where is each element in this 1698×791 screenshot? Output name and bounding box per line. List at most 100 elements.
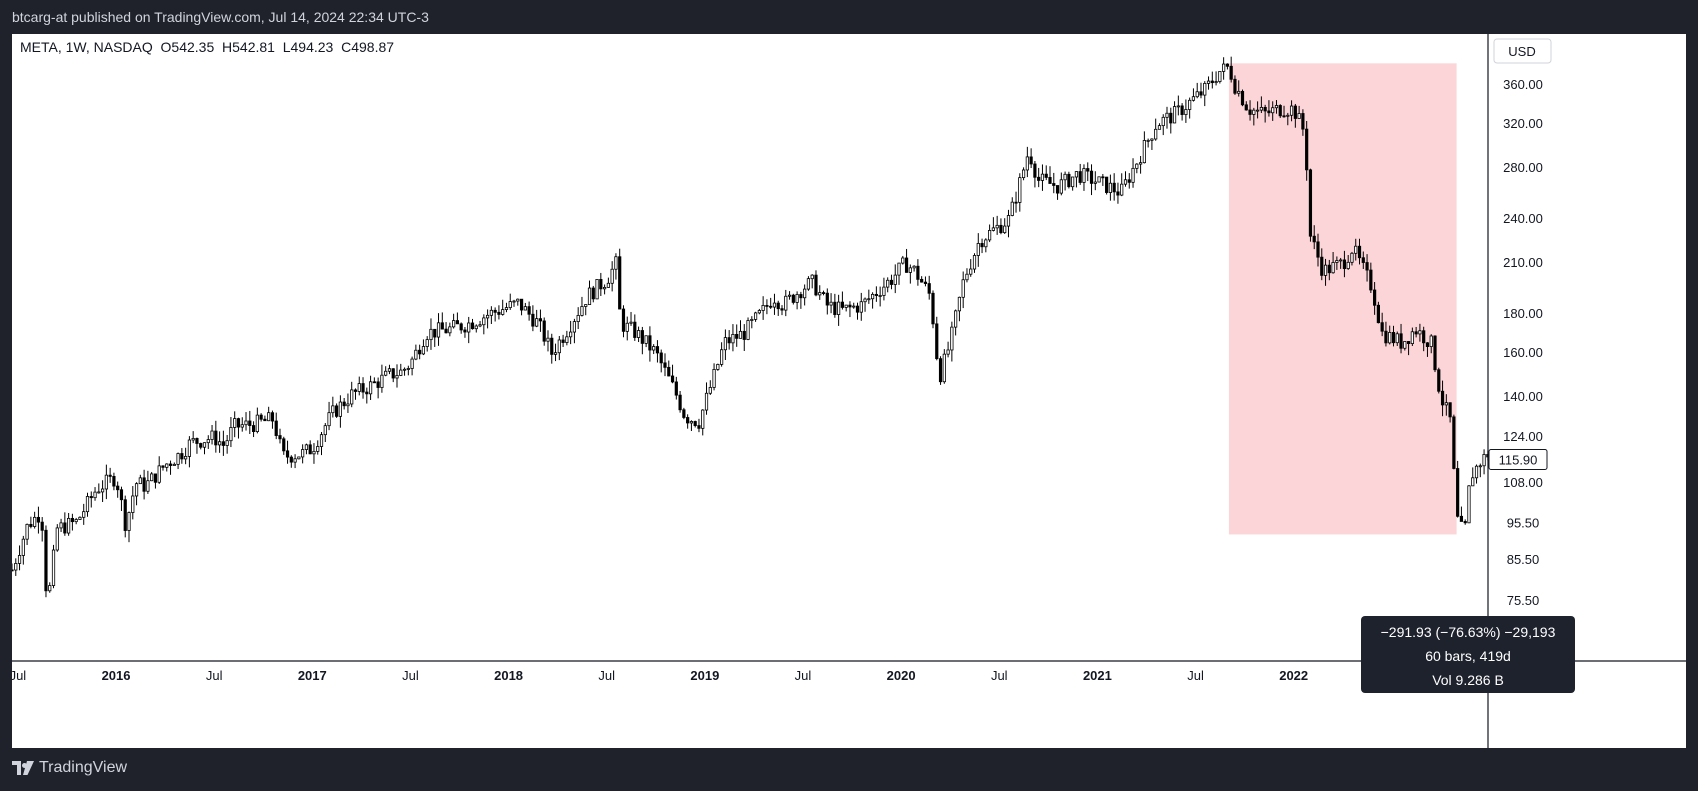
candle-body: [255, 414, 259, 432]
candle-body: [667, 366, 671, 377]
candle-body: [1252, 109, 1256, 115]
candle-body: [1112, 182, 1116, 193]
candle-body: [954, 310, 958, 328]
candle-body: [648, 335, 652, 351]
candle-body: [629, 321, 633, 324]
candle-body: [1157, 125, 1162, 130]
candle-body: [538, 318, 543, 322]
candle-body: [904, 257, 909, 273]
y-tick-label: 360.00: [1503, 77, 1543, 92]
candle-body: [1391, 332, 1396, 344]
candle-body: [36, 516, 41, 523]
candle-body: [625, 322, 629, 332]
candle-body: [1259, 106, 1263, 111]
candle-body: [187, 439, 192, 457]
candle-body: [100, 488, 105, 493]
candle-body: [259, 414, 263, 420]
candle-body: [421, 346, 426, 355]
candle-body: [1237, 90, 1241, 94]
candle-body: [70, 517, 74, 523]
candle-body: [1127, 179, 1131, 183]
candle-body: [852, 305, 856, 308]
candle-body: [1195, 91, 1199, 98]
candle-body: [678, 394, 682, 411]
candle-body: [1086, 168, 1090, 172]
candle-body: [757, 310, 761, 314]
candle-body: [410, 358, 414, 369]
candle-body: [312, 450, 316, 455]
candle-body: [720, 349, 724, 365]
chart-frame[interactable]: 400.00360.00320.00280.00240.00210.00180.…: [12, 34, 1686, 748]
candle-body: [225, 440, 229, 446]
candle-body: [1018, 177, 1022, 203]
candle-body: [723, 337, 727, 351]
candle-body: [769, 305, 773, 308]
candle-body: [606, 282, 610, 288]
candle-body: [353, 389, 358, 392]
candle-body: [1376, 304, 1380, 324]
candle-body: [938, 358, 943, 383]
candle-body: [368, 381, 373, 395]
candle-body: [1422, 330, 1426, 344]
candle-body: [1071, 176, 1075, 188]
candle-body: [82, 511, 86, 518]
candle-body: [459, 323, 463, 331]
candle-body: [1444, 402, 1448, 406]
candle-body: [48, 585, 52, 592]
candle-body: [682, 409, 686, 418]
candle-body: [308, 444, 312, 455]
candle-body: [746, 320, 750, 340]
candle-body: [882, 286, 886, 296]
candle-body: [1074, 171, 1079, 178]
candle-body: [1289, 105, 1294, 116]
candle-body: [161, 465, 165, 468]
candle-body: [761, 305, 765, 311]
candle-body: [1218, 71, 1222, 82]
chart-svg[interactable]: 400.00360.00320.00280.00240.00210.00180.…: [12, 34, 1686, 748]
candle-body: [1346, 261, 1350, 269]
candle-body: [1297, 113, 1301, 119]
candle-body: [1029, 156, 1033, 165]
published-text: btcarg-at published on TradingView.com, …: [12, 9, 429, 25]
candle-body: [444, 328, 448, 334]
candle-body: [1184, 109, 1188, 115]
candle-body: [923, 281, 928, 284]
candle-body: [176, 453, 180, 465]
candle-body: [686, 417, 690, 424]
y-tick-label: 180.00: [1503, 306, 1543, 321]
candle-body: [961, 279, 965, 298]
candle-body: [399, 369, 403, 376]
candle-body: [1312, 235, 1316, 243]
candle-body: [1055, 185, 1060, 194]
candle-body: [489, 309, 493, 316]
candle-body: [1339, 259, 1343, 262]
candle-body: [251, 425, 256, 432]
candle-body: [565, 336, 569, 343]
candle-body: [833, 301, 837, 315]
candle-body: [1452, 416, 1456, 469]
x-tick-label: 2016: [102, 668, 131, 683]
measure-tooltip: [1361, 616, 1575, 693]
candle-body: [516, 298, 520, 302]
candle-body: [1395, 333, 1399, 344]
x-tick-label: Jul: [598, 668, 615, 683]
symbol-ohlc-legend: META, 1W, NASDAQ O542.35 H542.81 L494.23…: [20, 39, 394, 55]
candle-body: [67, 517, 71, 534]
candle-body: [765, 305, 769, 307]
candle-body: [855, 305, 860, 313]
candle-body: [497, 311, 501, 315]
candle-body: [191, 438, 195, 441]
candle-body: [1463, 521, 1467, 524]
candle-body: [776, 302, 780, 310]
candle-body: [436, 322, 441, 338]
candle-body: [1229, 65, 1233, 80]
candle-body: [1369, 269, 1373, 291]
candle-body: [1437, 369, 1441, 392]
candle-body: [1293, 105, 1297, 119]
candle-body: [867, 298, 871, 301]
candle-body: [527, 306, 531, 315]
candle-body: [448, 326, 452, 334]
candle-body: [1323, 264, 1328, 276]
candle-body: [1357, 245, 1362, 259]
candle-body: [221, 441, 225, 446]
